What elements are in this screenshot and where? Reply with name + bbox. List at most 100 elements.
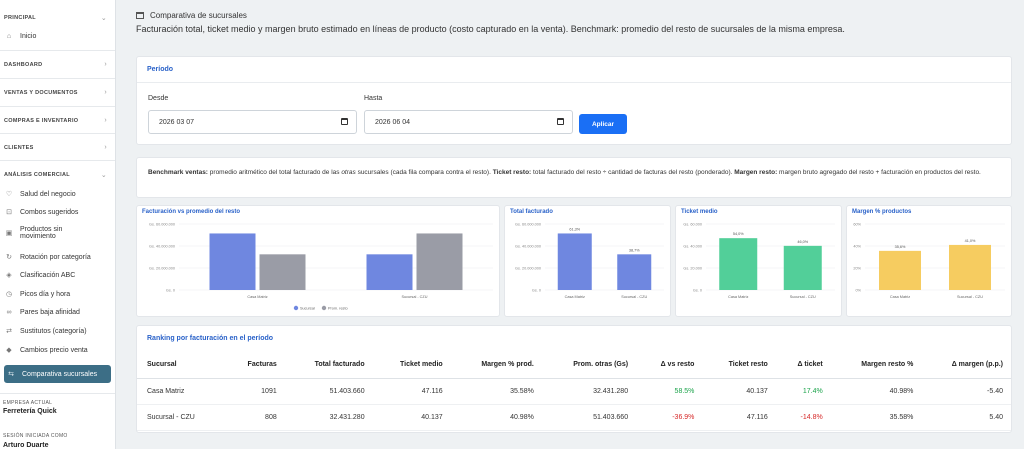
page-title: Comparativa de sucursales — [150, 11, 247, 20]
bar — [879, 250, 921, 290]
y-tick-label: 0% — [856, 289, 862, 293]
sidebar-item-label: Rotación por categoría — [20, 253, 91, 261]
shuffle-icon: ⇄ — [6, 328, 12, 335]
y-tick-label: Gs. 0 — [693, 289, 702, 293]
section-clientes[interactable]: CLIENTES › — [4, 144, 107, 151]
table-cell: 32.431.280 — [541, 378, 637, 405]
bar — [783, 245, 822, 290]
bar — [557, 233, 592, 290]
sidebar-item-label: Comparativa sucursales — [22, 370, 98, 378]
store-icon — [136, 12, 144, 19]
empresa-label: EMPRESA ACTUAL — [3, 400, 53, 406]
x-tick-label: Sucursal - CZU — [621, 295, 647, 299]
apply-button[interactable]: Aplicar — [579, 114, 627, 134]
sidebar-item-label: Sustitutos (categoría) — [20, 327, 87, 335]
x-tick-label: Casa Matriz — [728, 295, 748, 299]
sidebar-item-pares-baja-afinidad[interactable]: ∞ Pares baja afinidad — [4, 309, 111, 316]
rotate-icon: ↻ — [6, 254, 12, 261]
calendar-icon[interactable] — [557, 118, 564, 125]
sidebar-item-label: Picos día y hora — [20, 290, 71, 298]
y-tick-label: Gs. 60.000.000 — [149, 223, 175, 227]
desde-label: Desde — [148, 95, 169, 102]
empresa-name: Ferretería Quick — [3, 408, 57, 415]
sidebar-item-salud-del-negocio[interactable]: ♡ Salud del negocio — [4, 190, 111, 199]
section-analisis[interactable]: ANÁLISIS COMERCIAL ⌄ — [4, 172, 107, 179]
table-cell: 17.4% — [775, 378, 831, 405]
y-tick-label: Gs. 20.000.000 — [515, 267, 541, 271]
section-compras[interactable]: COMPRAS E INVENTARIO › — [4, 117, 107, 124]
sidebar-item-label: Cambios precio venta — [20, 346, 88, 354]
column-header: Ticket resto — [702, 352, 776, 379]
table-cell: 51.403.660 — [541, 404, 637, 431]
sidebar-item-combos-sugeridos[interactable]: ⊡ Combos sugeridos — [4, 208, 111, 217]
section-principal[interactable]: PRINCIPAL ⌄ — [4, 15, 107, 22]
ranking-title: Ranking por facturación en el período — [147, 335, 274, 342]
calendar-icon[interactable] — [341, 118, 348, 125]
chart-title: Ticket medio — [681, 209, 718, 215]
section-ventas[interactable]: VENTAS Y DOCUMENTOS › — [4, 89, 107, 96]
home-icon: ⌂ — [6, 33, 12, 40]
session-label: SESIÓN INICIADA COMO — [3, 433, 68, 439]
ranking-table: Sucursal Facturas Total facturado Ticket me… — [137, 352, 1011, 431]
chevron-right-icon: › — [104, 144, 107, 151]
column-header: Facturas — [224, 352, 285, 379]
x-tick-label: Casa Matriz — [890, 295, 910, 299]
sidebar-item-productos-sin-movimiento[interactable]: ▣ Productos sin movimiento — [4, 226, 111, 240]
y-tick-label: Gs. 60.000.000 — [515, 223, 541, 227]
table-row: Sucursal - CZU 808 32.431.280 40.137 40.98% 5… — [137, 404, 1011, 431]
period-card: Período Desde 2026 03 07 Hasta 2026 06 0… — [136, 56, 1012, 145]
box-icon: ▣ — [5, 230, 13, 237]
chevron-right-icon: › — [104, 61, 107, 68]
y-tick-label: Gs. 20.000.000 — [149, 267, 175, 271]
column-header: Margen % prod. — [450, 352, 542, 379]
page-description: Facturación total, ticket medio y margen… — [136, 24, 845, 34]
sidebar-item-label: Pares baja afinidad — [20, 309, 80, 316]
sidebar-item-sustitutos-categoría-[interactable]: ⇄ Sustitutos (categoría) — [4, 327, 111, 336]
legend-label: Prom. resto — [328, 307, 348, 311]
column-header: Δ ticket — [775, 352, 831, 379]
column-header: Total facturado — [284, 352, 373, 379]
sidebar-item-clasificación-abc[interactable]: ◈ Clasificación ABC — [4, 271, 111, 280]
table-cell: 35.58% — [450, 378, 542, 405]
user-name: Arturo Duarte — [3, 442, 49, 449]
x-tick-label: Casa Matriz — [565, 295, 585, 299]
bar — [259, 254, 306, 290]
section-dashboard[interactable]: DASHBOARD › — [4, 61, 107, 68]
y-tick-label: Gs. 0 — [166, 289, 175, 293]
sidebar-item-cambios-precio-venta[interactable]: ◆ Cambios precio venta — [4, 346, 111, 355]
hasta-date-input[interactable]: 2026 06 04 — [364, 110, 573, 134]
column-header: Margen resto % — [830, 352, 922, 379]
table-cell: 40.98% — [450, 404, 542, 431]
chart-svg: Gs. 0 Gs. 20.000.000 Gs. 40.000.000 Gs. 60.… — [515, 223, 664, 299]
page-title-row: Comparativa de sucursales — [136, 11, 247, 20]
layers-icon: ◈ — [6, 272, 12, 279]
bar — [209, 233, 256, 290]
y-tick-label: Gs. 40.000 — [683, 245, 702, 249]
table-cell: Casa Matriz — [137, 378, 225, 405]
sidebar-item-label: Combos sugeridos — [20, 208, 79, 216]
data-label: 38,7% — [629, 248, 640, 252]
chevron-down-icon: ⌄ — [100, 15, 107, 22]
chart-total-facturado: Total facturado Gs. 0 Gs. 20.000.000 Gs. 4… — [504, 205, 671, 317]
y-tick-label: Gs. 0 — [532, 289, 541, 293]
table-row: Casa Matriz 1091 51.403.660 47.116 35.58% 32.… — [137, 378, 1011, 405]
chevron-right-icon: › — [104, 89, 107, 96]
sidebar-item-label: Salud del negocio — [20, 190, 76, 198]
table-cell: Sucursal - CZU — [137, 404, 225, 431]
chart-svg: Gs. 0 Gs. 20.000 Gs. 40.000 Gs. 60.000 Casa … — [683, 223, 835, 299]
sidebar-item-inicio[interactable]: ⌂ Inicio — [4, 33, 111, 40]
table-cell: 58.5% — [636, 378, 703, 405]
chevron-down-icon: ⌄ — [100, 172, 107, 179]
table-cell: 40.137 — [702, 378, 776, 405]
table-cell: 35.58% — [830, 404, 922, 431]
sidebar-item-picos-día-y-hora[interactable]: ◷ Picos día y hora — [4, 290, 111, 299]
column-header: Ticket medio — [372, 352, 451, 379]
sidebar-item-label: Clasificación ABC — [20, 271, 76, 279]
table-cell: 5.40 — [921, 404, 1011, 431]
legend-swatch — [321, 305, 327, 311]
compare-icon: ⇆ — [8, 371, 14, 378]
desde-date-input[interactable]: 2026 03 07 — [148, 110, 357, 134]
sidebar-item-rotación-por-categoría[interactable]: ↻ Rotación por categoría — [4, 253, 111, 262]
sidebar-item-comparativa-sucursales[interactable]: ⇆ Comparativa sucursales — [4, 365, 111, 383]
table-cell: 51.403.660 — [284, 378, 373, 405]
